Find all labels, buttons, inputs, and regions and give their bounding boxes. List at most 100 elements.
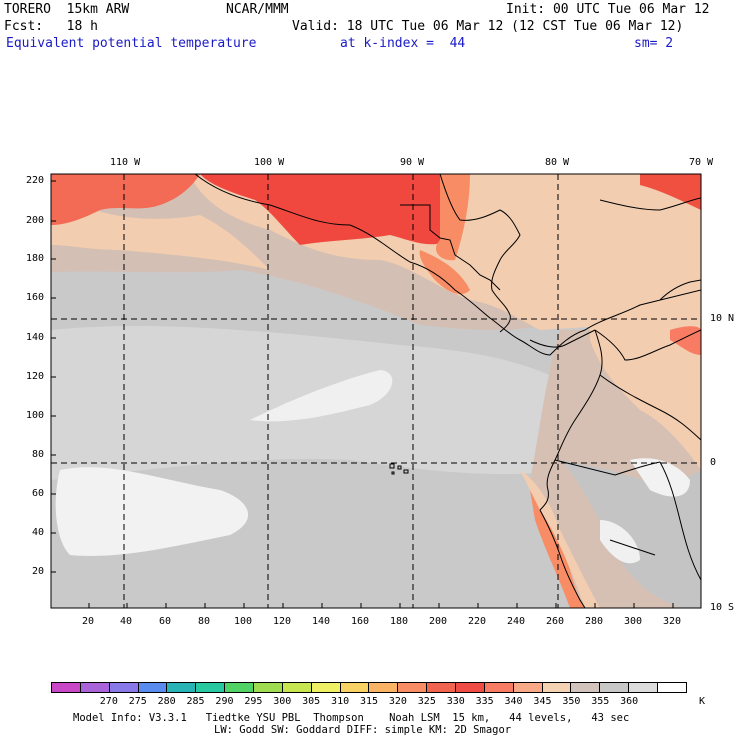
colorbar-tick-label: 275 [128, 696, 147, 707]
colorbar-swatch [484, 683, 514, 692]
colorbar-tick-label: 305 [302, 696, 321, 707]
colorbar-tick-label: 340 [504, 696, 523, 707]
lat-label-10s: 10 S [710, 602, 735, 613]
field-orange-centam [419, 250, 470, 295]
y-tick-40: 40 [32, 527, 45, 538]
colorbar-swatch [629, 683, 659, 692]
coastline-mexico-pacific [194, 174, 701, 356]
colorbar-tick-label: 290 [215, 696, 234, 707]
x-tick-80: 80 [198, 616, 211, 627]
colorbar-swatch [571, 683, 601, 692]
colorbar-swatch [52, 683, 81, 692]
colorbar-tick-label: 325 [417, 696, 436, 707]
coastline-peru [539, 509, 586, 608]
y-tick-20: 20 [32, 566, 45, 577]
x-tick-320: 320 [663, 616, 682, 627]
colorbar-swatch [658, 683, 686, 692]
coastline-mexico-gulf [439, 174, 521, 333]
colorbar-swatch [138, 683, 168, 692]
colorbar-tick-label: 295 [244, 696, 263, 707]
x-tick-100: 100 [234, 616, 253, 627]
model-title: TORERO 15km ARW [4, 2, 130, 17]
y-tick-100: 100 [26, 410, 45, 421]
field-peach-east [590, 280, 701, 470]
model-info-line1: Model Info: V3.3.1 Tiedtke YSU PBL Thomp… [73, 712, 630, 724]
lon-label-110w: 110 W [110, 157, 141, 168]
colorbar-tick-label: 360 [620, 696, 639, 707]
x-tick-200: 200 [429, 616, 448, 627]
coastline-panama [529, 329, 596, 348]
colorbar-swatch [427, 683, 457, 692]
x-tick-160: 160 [351, 616, 370, 627]
y-tick-220: 220 [26, 175, 45, 186]
lon-label-80w: 80 W [545, 157, 570, 168]
field-white-pacific [55, 467, 249, 556]
galapagos-islands [389, 463, 409, 475]
field-white-andes2 [600, 520, 640, 564]
coastline-venezuela [659, 279, 701, 301]
colorbar-tick-label: 270 [99, 696, 118, 707]
x-tick-300: 300 [624, 616, 643, 627]
level-info: at k-index = 44 [340, 36, 466, 51]
x-tick-60: 60 [159, 616, 172, 627]
x-tick-140: 140 [312, 616, 331, 627]
colorbar [51, 682, 687, 693]
field-red-mexico [200, 174, 450, 245]
forecast-hour: Fcst: 18 h [4, 19, 98, 34]
x-tick-180: 180 [390, 616, 409, 627]
map-frame [50, 173, 702, 609]
colorbar-swatch [456, 683, 485, 692]
field-name: Equivalent potential temperature [6, 36, 257, 51]
x-tick-20: 20 [82, 616, 95, 627]
field-white-andes [630, 458, 690, 497]
colorbar-swatch [542, 683, 572, 692]
coastline-caribbean [599, 197, 701, 211]
y-tick-80: 80 [32, 449, 45, 460]
colorbar-swatch [282, 683, 312, 692]
field-white-center [250, 370, 393, 422]
y-tick-120: 120 [26, 371, 45, 382]
border-ecuador-peru [554, 459, 661, 476]
colorbar-tick-label: 310 [331, 696, 350, 707]
colorbar-swatch [196, 683, 226, 692]
border-centam [454, 254, 501, 291]
colorbar-swatch [80, 683, 110, 692]
colorbar-tick-label: 335 [475, 696, 494, 707]
colorbar-swatch [398, 683, 428, 692]
init-time: Init: 00 UTC Tue 06 Mar 12 [506, 2, 710, 17]
colorbar-tick-label: 320 [388, 696, 407, 707]
lon-label-90w: 90 W [400, 157, 425, 168]
border-colombia-venezuela [594, 329, 701, 361]
colorbar-swatch [225, 683, 255, 692]
colorbar-swatch [369, 683, 399, 692]
colorbar-tick-label: 285 [186, 696, 205, 707]
smoothing-info: sm= 2 [634, 36, 674, 51]
colorbar-tick-label: 300 [273, 696, 292, 707]
y-tick-180: 180 [26, 253, 45, 264]
x-tick-120: 120 [273, 616, 292, 627]
y-tick-160: 160 [26, 292, 45, 303]
colorbar-swatch [600, 683, 630, 692]
x-tick-40: 40 [120, 616, 133, 627]
field-peach-west [51, 190, 270, 270]
y-tick-200: 200 [26, 215, 45, 226]
border-colombia-south [599, 374, 701, 441]
colorbar-swatch [109, 683, 139, 692]
colorbar-swatch [311, 683, 341, 692]
colorbar-swatch [167, 683, 197, 692]
center-name: NCAR/MMM [226, 2, 289, 17]
y-tick-140: 140 [26, 332, 45, 343]
lon-label-100w: 100 W [254, 157, 285, 168]
coastline-colombia [539, 329, 603, 511]
colorbar-tick-label: 345 [533, 696, 552, 707]
lat-label-0: 0 [710, 457, 717, 468]
field-red-mexico-west [51, 174, 200, 225]
lat-label-10n: 10 N [710, 313, 735, 324]
colorbar-swatch [513, 683, 543, 692]
border-guatemala [400, 204, 456, 256]
field-peach-north [51, 174, 701, 330]
x-tick-240: 240 [507, 616, 526, 627]
x-tick-220: 220 [468, 616, 487, 627]
border-peru-brazil [659, 461, 701, 581]
x-tick-260: 260 [546, 616, 565, 627]
